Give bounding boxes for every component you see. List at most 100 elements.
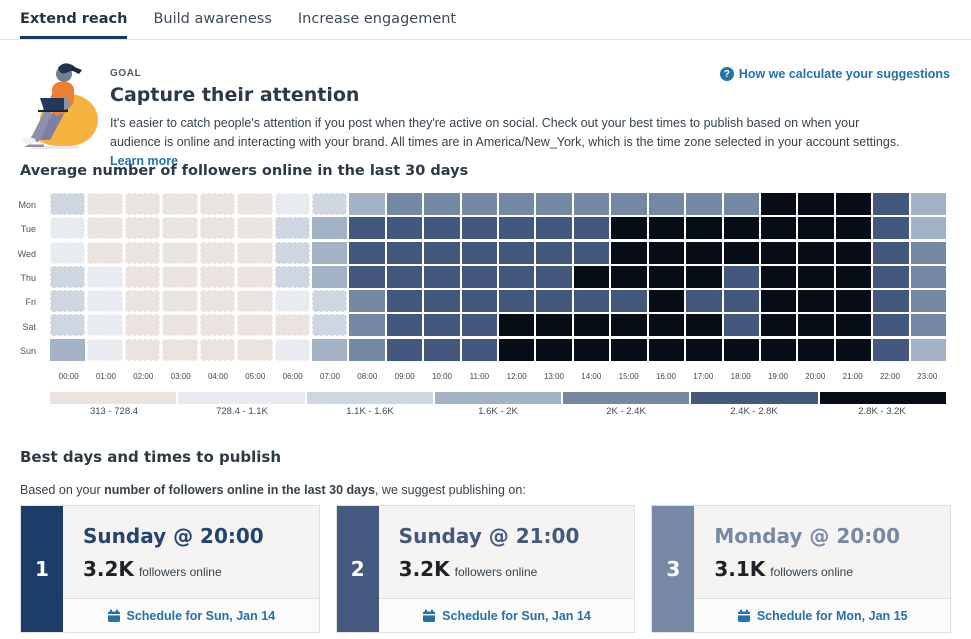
heatmap-cell-wed-01:00[interactable] bbox=[87, 241, 123, 264]
heatmap-cell-tue-13:00[interactable] bbox=[536, 217, 572, 240]
heatmap-cell-tue-17:00[interactable] bbox=[686, 217, 722, 240]
heatmap-cell-tue-11:00[interactable] bbox=[461, 217, 497, 240]
heatmap-cell-thu-15:00[interactable] bbox=[611, 265, 647, 288]
heatmap-cell-fri-15:00[interactable] bbox=[611, 290, 647, 313]
heatmap-cell-wed-00:00[interactable] bbox=[50, 241, 86, 264]
heatmap-cell-thu-00:00[interactable] bbox=[50, 265, 86, 288]
heatmap-cell-sun-23:00[interactable] bbox=[910, 338, 946, 361]
heatmap-cell-tue-19:00[interactable] bbox=[760, 217, 797, 240]
heatmap-cell-wed-23:00[interactable] bbox=[910, 241, 946, 264]
heatmap-cell-thu-16:00[interactable] bbox=[648, 265, 685, 288]
heatmap-cell-sun-08:00[interactable] bbox=[349, 338, 385, 361]
heatmap-cell-wed-05:00[interactable] bbox=[237, 241, 273, 264]
heatmap-cell-tue-15:00[interactable] bbox=[611, 217, 647, 240]
heatmap-cell-sun-14:00[interactable] bbox=[573, 338, 610, 361]
heatmap-cell-tue-07:00[interactable] bbox=[311, 217, 348, 240]
heatmap-cell-wed-14:00[interactable] bbox=[573, 241, 610, 264]
heatmap-cell-tue-20:00[interactable] bbox=[798, 217, 834, 240]
heatmap-cell-tue-03:00[interactable] bbox=[162, 217, 198, 240]
heatmap-cell-sun-18:00[interactable] bbox=[723, 338, 759, 361]
heatmap-cell-wed-20:00[interactable] bbox=[798, 241, 834, 264]
heatmap-cell-tue-09:00[interactable] bbox=[386, 217, 423, 240]
heatmap-cell-sun-05:00[interactable] bbox=[237, 338, 273, 361]
heatmap-cell-sun-21:00[interactable] bbox=[835, 338, 872, 361]
heatmap-cell-mon-22:00[interactable] bbox=[873, 193, 909, 215]
heatmap-cell-mon-21:00[interactable] bbox=[835, 193, 872, 215]
heatmap-cell-fri-03:00[interactable] bbox=[162, 290, 198, 313]
heatmap-cell-tue-00:00[interactable] bbox=[50, 217, 86, 240]
heatmap-cell-tue-21:00[interactable] bbox=[835, 217, 872, 240]
heatmap-cell-fri-19:00[interactable] bbox=[760, 290, 797, 313]
heatmap-cell-sat-05:00[interactable] bbox=[237, 314, 273, 337]
heatmap-cell-wed-13:00[interactable] bbox=[536, 241, 572, 264]
heatmap-cell-mon-13:00[interactable] bbox=[536, 193, 572, 215]
heatmap-cell-sat-06:00[interactable] bbox=[274, 314, 310, 337]
heatmap-cell-sun-12:00[interactable] bbox=[499, 338, 535, 361]
heatmap-cell-wed-02:00[interactable] bbox=[124, 241, 161, 264]
heatmap-cell-mon-03:00[interactable] bbox=[162, 193, 198, 215]
heatmap-cell-thu-14:00[interactable] bbox=[573, 265, 610, 288]
heatmap-cell-tue-04:00[interactable] bbox=[199, 217, 236, 240]
heatmap-cell-sun-16:00[interactable] bbox=[648, 338, 685, 361]
heatmap-cell-tue-08:00[interactable] bbox=[349, 217, 385, 240]
heatmap-cell-mon-05:00[interactable] bbox=[237, 193, 273, 215]
heatmap-cell-fri-14:00[interactable] bbox=[573, 290, 610, 313]
heatmap-cell-sun-22:00[interactable] bbox=[873, 338, 909, 361]
heatmap-cell-sat-17:00[interactable] bbox=[686, 314, 722, 337]
heatmap-cell-fri-04:00[interactable] bbox=[199, 290, 236, 313]
heatmap-cell-tue-06:00[interactable] bbox=[274, 217, 310, 240]
heatmap-cell-sun-11:00[interactable] bbox=[461, 338, 497, 361]
heatmap-cell-mon-10:00[interactable] bbox=[424, 193, 460, 215]
schedule-button[interactable]: Schedule for Sun, Jan 14 bbox=[378, 598, 635, 632]
heatmap-cell-sun-10:00[interactable] bbox=[424, 338, 460, 361]
heatmap-cell-wed-16:00[interactable] bbox=[648, 241, 685, 264]
heatmap-cell-thu-02:00[interactable] bbox=[124, 265, 161, 288]
heatmap-cell-fri-23:00[interactable] bbox=[910, 290, 946, 313]
heatmap-cell-sat-13:00[interactable] bbox=[536, 314, 572, 337]
heatmap-cell-thu-08:00[interactable] bbox=[349, 265, 385, 288]
heatmap-cell-tue-22:00[interactable] bbox=[873, 217, 909, 240]
heatmap-cell-fri-06:00[interactable] bbox=[274, 290, 310, 313]
heatmap-cell-sat-00:00[interactable] bbox=[50, 314, 86, 337]
heatmap-cell-tue-16:00[interactable] bbox=[648, 217, 685, 240]
heatmap-cell-fri-09:00[interactable] bbox=[386, 290, 423, 313]
heatmap-cell-sun-06:00[interactable] bbox=[274, 338, 310, 361]
heatmap-cell-wed-09:00[interactable] bbox=[386, 241, 423, 264]
heatmap-cell-wed-08:00[interactable] bbox=[349, 241, 385, 264]
heatmap-cell-wed-22:00[interactable] bbox=[873, 241, 909, 264]
heatmap-cell-thu-10:00[interactable] bbox=[424, 265, 460, 288]
heatmap-cell-thu-06:00[interactable] bbox=[274, 265, 310, 288]
heatmap-cell-tue-10:00[interactable] bbox=[424, 217, 460, 240]
heatmap-cell-sun-00:00[interactable] bbox=[50, 338, 86, 361]
heatmap-cell-mon-19:00[interactable] bbox=[760, 193, 797, 215]
heatmap-cell-thu-04:00[interactable] bbox=[199, 265, 236, 288]
heatmap-cell-sun-19:00[interactable] bbox=[760, 338, 797, 361]
heatmap-cell-mon-16:00[interactable] bbox=[648, 193, 685, 215]
heatmap-cell-wed-19:00[interactable] bbox=[760, 241, 797, 264]
heatmap-cell-tue-23:00[interactable] bbox=[910, 217, 946, 240]
heatmap-cell-tue-14:00[interactable] bbox=[573, 217, 610, 240]
heatmap-cell-fri-11:00[interactable] bbox=[461, 290, 497, 313]
heatmap-cell-sat-01:00[interactable] bbox=[87, 314, 123, 337]
heatmap-cell-thu-20:00[interactable] bbox=[798, 265, 834, 288]
tab-build-awareness[interactable]: Build awareness bbox=[153, 11, 272, 27]
heatmap-cell-sat-08:00[interactable] bbox=[349, 314, 385, 337]
heatmap-cell-wed-06:00[interactable] bbox=[274, 241, 310, 264]
heatmap-cell-sat-22:00[interactable] bbox=[873, 314, 909, 337]
heatmap-cell-mon-12:00[interactable] bbox=[499, 193, 535, 215]
heatmap-cell-sat-10:00[interactable] bbox=[424, 314, 460, 337]
heatmap-cell-mon-04:00[interactable] bbox=[199, 193, 236, 215]
heatmap-cell-thu-19:00[interactable] bbox=[760, 265, 797, 288]
heatmap-cell-thu-05:00[interactable] bbox=[237, 265, 273, 288]
heatmap-cell-wed-17:00[interactable] bbox=[686, 241, 722, 264]
heatmap-cell-mon-14:00[interactable] bbox=[573, 193, 610, 215]
heatmap-cell-mon-06:00[interactable] bbox=[274, 193, 310, 215]
heatmap-cell-wed-04:00[interactable] bbox=[199, 241, 236, 264]
heatmap-cell-tue-05:00[interactable] bbox=[237, 217, 273, 240]
heatmap-cell-tue-02:00[interactable] bbox=[124, 217, 161, 240]
heatmap-cell-fri-01:00[interactable] bbox=[87, 290, 123, 313]
heatmap-cell-fri-12:00[interactable] bbox=[499, 290, 535, 313]
heatmap-cell-tue-12:00[interactable] bbox=[499, 217, 535, 240]
heatmap-cell-fri-02:00[interactable] bbox=[124, 290, 161, 313]
heatmap-cell-sun-13:00[interactable] bbox=[536, 338, 572, 361]
